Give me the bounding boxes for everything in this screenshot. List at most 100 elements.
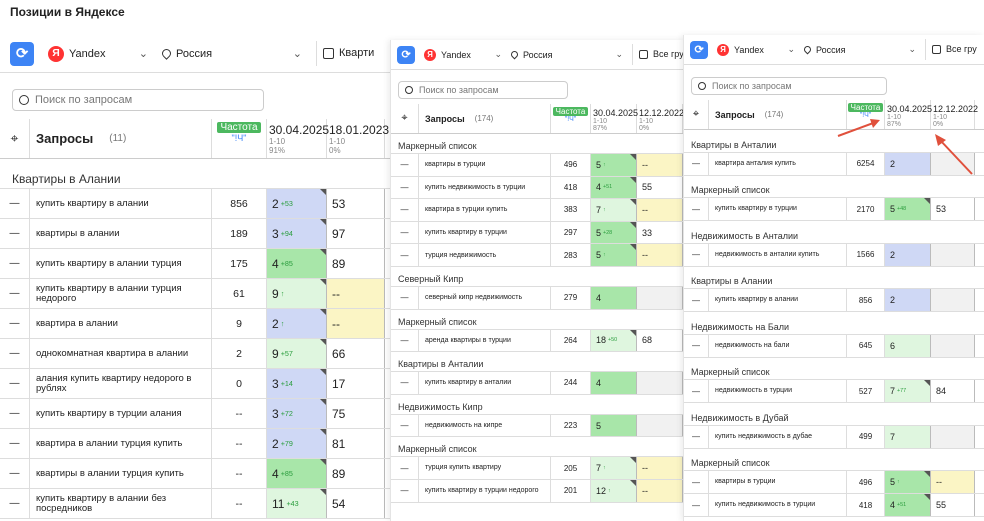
target-icon[interactable]: ⌖ [0,119,30,158]
position-previous[interactable]: 54 [327,489,385,518]
row-collapse-button[interactable]: — [391,176,419,199]
position-previous[interactable]: 89 [327,459,385,488]
position-current[interactable]: 7 ↑ [591,457,637,479]
date-column-header[interactable]: 30.04.2025 1-10 87% [885,100,932,129]
position-current[interactable]: 7 ↑ [591,199,637,221]
position-previous[interactable]: 84 [931,380,975,402]
engine-select[interactable]: Я Yandex ⌄ [717,43,795,56]
row-collapse-button[interactable]: — [0,429,30,458]
position-current[interactable]: 9 ↑ [267,279,327,308]
row-collapse-button[interactable]: — [0,339,30,368]
row-collapse-button[interactable]: — [391,154,419,176]
group-select[interactable]: Кварти [316,40,374,67]
row-collapse-button[interactable]: — [0,369,30,398]
position-current[interactable]: 6 [885,334,931,357]
queries-column-header[interactable]: Запросы (174) [709,100,847,129]
position-current[interactable]: 5 +28 [591,221,637,244]
position-previous[interactable]: -- [327,279,385,308]
frequency-column-header[interactable]: Частота "!Ч" [551,104,591,133]
position-previous[interactable]: 68 [637,329,683,352]
row-collapse-button[interactable]: — [391,479,419,502]
position-current[interactable]: 4 +85 [267,249,327,278]
position-current[interactable]: 5 ↑ [591,154,637,176]
row-collapse-button[interactable]: — [391,414,419,437]
row-collapse-button[interactable]: — [0,189,30,218]
row-collapse-button[interactable]: — [684,243,709,266]
row-collapse-button[interactable]: — [0,309,30,338]
row-collapse-button[interactable]: — [0,219,30,248]
position-previous[interactable] [637,286,683,309]
position-current[interactable]: 4 [591,286,637,309]
row-collapse-button[interactable]: — [391,372,419,394]
position-current[interactable]: 2 [885,243,931,266]
position-current[interactable]: 3 +14 [267,369,327,398]
position-current[interactable]: 12 ↑ [591,479,637,502]
row-collapse-button[interactable]: — [684,494,709,516]
position-previous[interactable] [931,334,975,357]
engine-select[interactable]: Я Yandex ⌄ [424,48,502,61]
refresh-button[interactable]: ⟳ [10,41,34,66]
target-icon[interactable]: ⌖ [391,104,419,133]
position-current[interactable]: 18 +50 [591,329,637,352]
row-collapse-button[interactable]: — [684,380,709,402]
region-select[interactable]: Россия ⌄ [802,44,916,55]
position-previous[interactable]: 97 [327,219,385,248]
target-icon[interactable]: ⌖ [684,100,709,129]
row-collapse-button[interactable]: — [0,249,30,278]
position-previous[interactable]: 75 [327,399,385,428]
position-current[interactable]: 4 [591,372,637,394]
position-previous[interactable] [931,425,975,448]
position-previous[interactable]: -- [327,309,385,338]
position-previous[interactable]: 55 [637,176,683,199]
row-collapse-button[interactable]: — [391,199,419,221]
row-collapse-button[interactable]: — [684,334,709,357]
position-current[interactable]: 5 ↑ [885,471,931,493]
row-collapse-button[interactable]: — [391,329,419,352]
position-current[interactable]: 4 +85 [267,459,327,488]
position-current[interactable]: 2 [885,152,931,175]
row-collapse-button[interactable]: — [0,459,30,488]
date-column-header[interactable]: 12.12.2022 1-10 0% [637,104,684,133]
row-collapse-button[interactable]: — [391,221,419,244]
search-input[interactable]: Поиск по запросам [398,81,568,99]
position-current[interactable]: 7 [885,425,931,448]
date-column-header[interactable]: 12.12.2022 1-10 0% [931,100,978,129]
row-collapse-button[interactable]: — [684,198,709,220]
position-current[interactable]: 5 ↑ [591,244,637,266]
position-current[interactable]: 4 +51 [591,176,637,199]
frequency-column-header[interactable]: Частота "!Ч" [847,100,885,129]
position-previous[interactable]: 89 [327,249,385,278]
position-previous[interactable]: -- [637,479,683,502]
row-collapse-button[interactable]: — [391,286,419,309]
group-select[interactable]: Все гру [632,44,684,65]
position-current[interactable]: 11 +43 [267,489,327,518]
group-select[interactable]: Все гру [925,39,977,60]
position-previous[interactable] [637,414,683,437]
row-collapse-button[interactable]: — [684,425,709,448]
position-previous[interactable] [637,372,683,394]
position-current[interactable]: 7 +77 [885,380,931,402]
row-collapse-button[interactable]: — [391,457,419,479]
refresh-button[interactable]: ⟳ [690,40,708,59]
position-previous[interactable]: 66 [327,339,385,368]
position-previous[interactable]: 55 [931,494,975,516]
position-current[interactable]: 4 +51 [885,494,931,516]
region-select[interactable]: Россия ⌄ [160,47,302,60]
position-previous[interactable]: -- [637,457,683,479]
engine-select[interactable]: Я Yandex ⌄ [48,45,148,62]
position-previous[interactable]: -- [931,471,975,493]
position-current[interactable]: 3 +72 [267,399,327,428]
row-collapse-button[interactable]: — [0,279,30,308]
refresh-button[interactable]: ⟳ [397,45,415,64]
position-previous[interactable]: 81 [327,429,385,458]
position-current[interactable]: 5 [591,414,637,437]
date-column-header[interactable]: 30.04.2025 1-10 91% [267,119,329,158]
position-current[interactable]: 2 +79 [267,429,327,458]
row-collapse-button[interactable]: — [684,289,709,311]
queries-column-header[interactable]: Запросы (11) [30,119,212,158]
region-select[interactable]: Россия ⌄ [509,49,623,60]
position-current[interactable]: 2 [885,289,931,311]
position-current[interactable]: 2 ↑ [267,309,327,338]
position-previous[interactable]: 33 [637,221,683,244]
position-previous[interactable]: 53 [931,198,975,220]
